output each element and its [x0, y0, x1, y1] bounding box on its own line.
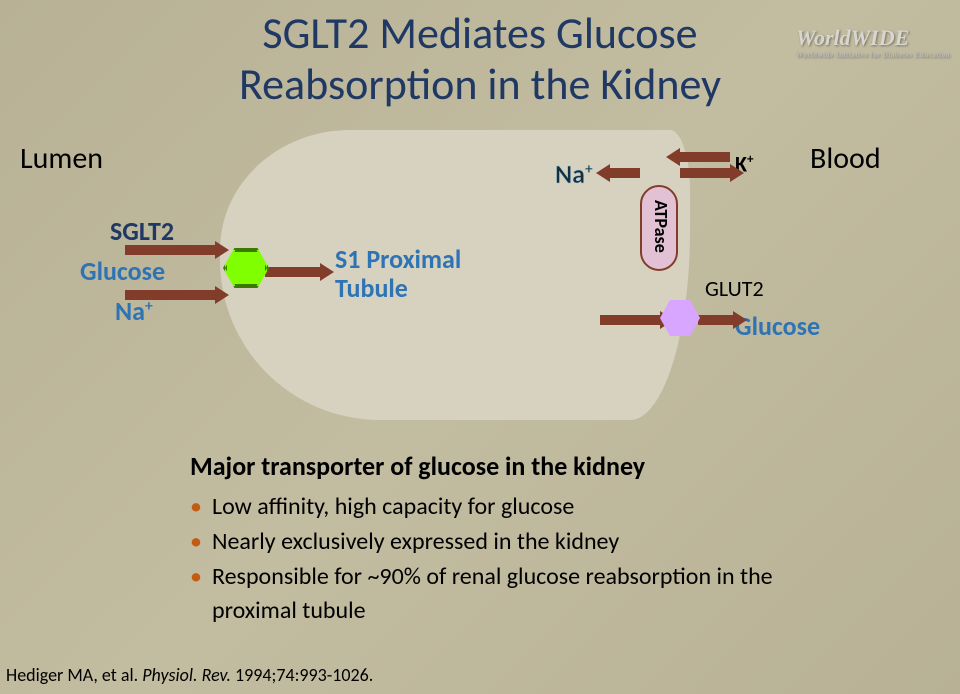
label-glucose-right: Glucose — [735, 310, 820, 342]
title-line2: Reabsorption in the Kidney — [239, 57, 721, 111]
list-item: Low affinity, high capacity for glucose — [190, 490, 890, 525]
bullet-heading: Major transporter of glucose in the kidn… — [190, 450, 890, 482]
arrow-glut2-out — [698, 315, 733, 325]
citation-ref: 1994;74:993-1026. — [235, 664, 373, 686]
label-glut2: GLUT2 — [705, 275, 764, 302]
arrow-sglt2-in-top — [125, 245, 215, 255]
label-atpase: ATPase — [650, 200, 672, 253]
citation: Hediger MA, et al. Physiol. Rev. 1994;74… — [6, 664, 373, 686]
citation-authors: Hediger MA, et al. — [6, 664, 142, 686]
label-sglt2: SGLT2 — [110, 215, 174, 247]
arrow-k-in — [680, 152, 730, 162]
label-glucose-left: Glucose — [80, 255, 165, 287]
label-lumen: Lumen — [20, 140, 103, 177]
label-blood: Blood — [810, 140, 881, 177]
logo-main: WorldWIDE — [796, 25, 909, 50]
arrow-glut2-in — [600, 315, 660, 325]
bullet-block: Major transporter of glucose in the kidn… — [190, 450, 890, 629]
logo: WorldWIDE Worldwide Initiative for Diabe… — [796, 25, 950, 59]
bullet-list: Low affinity, high capacity for glucose … — [190, 490, 890, 629]
list-item: Nearly exclusively expressed in the kidn… — [190, 525, 890, 560]
arrow-sglt2-in-bottom — [125, 290, 215, 300]
arrow-sglt2-out — [265, 267, 320, 277]
logo-sub: Worldwide Initiative for Diabetes Educat… — [796, 51, 950, 59]
list-item: Responsible for ~90% of renal glucose re… — [190, 560, 810, 630]
arrow-na-out — [680, 168, 730, 178]
diagram: Lumen Blood K+ SGLT2 Glucose Na+ Na+ S1 … — [0, 130, 960, 420]
label-na-top: Na+ — [555, 158, 593, 190]
label-s1-proximal-tubule: S1 Proximal Tubule — [335, 245, 461, 302]
arrow-na-in — [610, 168, 640, 178]
title-line1: SGLT2 Mediates Glucose — [262, 6, 697, 60]
citation-journal: Physiol. Rev. — [142, 664, 235, 686]
